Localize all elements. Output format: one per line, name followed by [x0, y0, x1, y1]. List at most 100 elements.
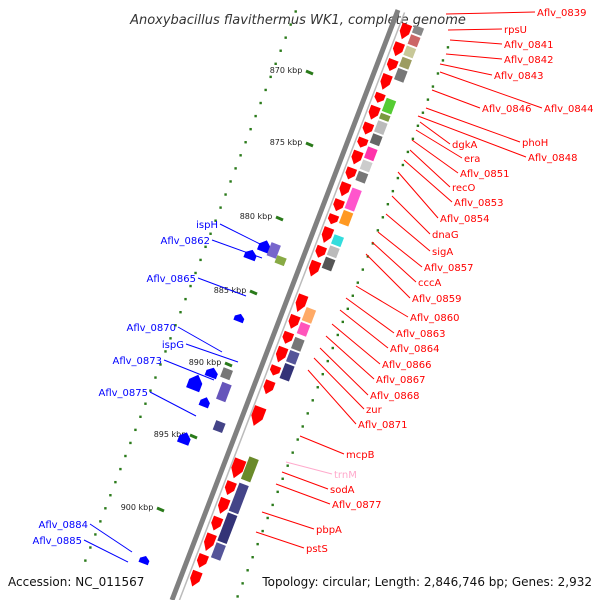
right-label-leader [445, 11, 536, 15]
tick-dot [281, 477, 284, 480]
tick-dot [351, 294, 354, 297]
right-label-leader [307, 369, 357, 425]
forward-gene-arrow [295, 293, 309, 312]
gene-domain-block [216, 381, 232, 403]
forward-gene-arrow [392, 41, 405, 57]
forward-gene-arrow [196, 553, 209, 568]
gene-label-right: Aflv_0841 [504, 40, 554, 51]
gene-label-right: Aflv_0854 [440, 214, 490, 225]
gene-label-left: Aflv_0873 [112, 356, 162, 367]
gene-label-right: sodA [330, 485, 355, 496]
gene-domain-block [240, 456, 259, 483]
right-label-leader [397, 171, 439, 219]
label-leaders [83, 11, 543, 563]
right-label-leader [447, 28, 503, 31]
tick-dot [114, 480, 117, 484]
tick-dot [134, 428, 137, 432]
right-label-leader [431, 89, 481, 109]
kbp-label: 895 kbp [154, 430, 187, 439]
gene-label-right: Aflv_0871 [358, 420, 408, 431]
right-label-leader [355, 285, 409, 318]
gene-domain-block [228, 482, 249, 515]
gene-label-left: Aflv_0862 [160, 236, 210, 247]
forward-gene-arrow [263, 379, 276, 395]
right-label-leader [391, 195, 431, 235]
tick-dot [291, 451, 294, 454]
gene-label-left: Aflv_0865 [146, 274, 196, 285]
gene-domain-block [364, 146, 378, 162]
right-label-leader [449, 39, 503, 45]
tick-dot [426, 98, 430, 101]
left-label-leader [211, 239, 263, 259]
tick-track [84, 10, 450, 598]
gene-label-right: pstS [306, 544, 328, 555]
tick-dot [316, 386, 319, 389]
tick-dot [119, 467, 122, 471]
tick-dot [386, 203, 390, 206]
gene-label-right: phoH [522, 138, 548, 149]
right-label-leader [275, 483, 331, 505]
gene-domain-block [274, 255, 287, 267]
right-label-leader [377, 231, 423, 268]
forward-gene-arrow [269, 364, 282, 376]
gene-label-right: rpsU [504, 25, 527, 36]
right-label-leader [409, 149, 451, 188]
gene-domain-block [331, 234, 344, 248]
forward-gene-arrow [351, 149, 364, 165]
tick-dot [274, 62, 277, 65]
gene-domain-block [374, 120, 388, 135]
forward-gene-arrow [327, 213, 340, 225]
tick-dot [259, 101, 262, 105]
gene-label-right: Aflv_0851 [460, 169, 510, 180]
reverse-gene-arrow [186, 374, 203, 393]
kbp-label: 890 kbp [189, 358, 222, 367]
tick-dot [306, 412, 309, 415]
left-label-leader [89, 523, 133, 553]
forward-gene-arrow [315, 244, 327, 258]
gene-domain-block [403, 45, 417, 59]
tick-dot [289, 23, 292, 26]
right-label-leader [365, 253, 411, 299]
gene-label-right: zur [366, 405, 383, 416]
forward-gene-arrow [399, 22, 413, 40]
gene-label-left: Aflv_0885 [32, 536, 82, 547]
major-tick [156, 506, 165, 513]
major-tick [305, 69, 314, 76]
gene-label-right: Aflv_0863 [396, 329, 446, 340]
gene-domain-block [399, 56, 412, 70]
gene-domain-block [379, 112, 391, 122]
gene-domain-block [217, 512, 238, 544]
left-label-leader [219, 223, 265, 247]
gene-domain-block [210, 542, 226, 561]
forward-gene-arrow [288, 313, 301, 329]
left-label-leader [177, 326, 223, 353]
tick-dot [149, 389, 152, 392]
kbp-label: 870 kbp [270, 66, 303, 75]
right-label-leader [285, 461, 333, 475]
tick-dot [129, 441, 132, 445]
gene-domain-block [279, 363, 295, 382]
tick-dot [284, 36, 287, 39]
tick-dot [446, 46, 450, 49]
kbp-label: 900 kbp [121, 503, 154, 512]
kbp-label: 875 kbp [270, 138, 303, 147]
gene-domain-block [355, 170, 369, 184]
tick-dot [229, 180, 232, 183]
gene-label-right: Aflv_0853 [454, 198, 504, 209]
reverse-gene-arrow [204, 367, 218, 380]
forward-gene-arrow [386, 58, 399, 71]
tick-dot [224, 193, 227, 196]
right-label-leader [345, 297, 395, 334]
tick-dot [164, 350, 167, 353]
tick-dot [286, 464, 289, 467]
tick-dot [214, 219, 217, 222]
reverse-gene-arrow [233, 313, 245, 324]
left-label-leader [197, 277, 247, 297]
gene-label-right: sigA [432, 247, 453, 258]
reverse-gene-arrow [198, 397, 210, 409]
right-label-leader [281, 471, 329, 490]
forward-gene-arrow [380, 73, 393, 90]
tick-dot [391, 189, 395, 193]
right-label-leader [385, 213, 431, 252]
